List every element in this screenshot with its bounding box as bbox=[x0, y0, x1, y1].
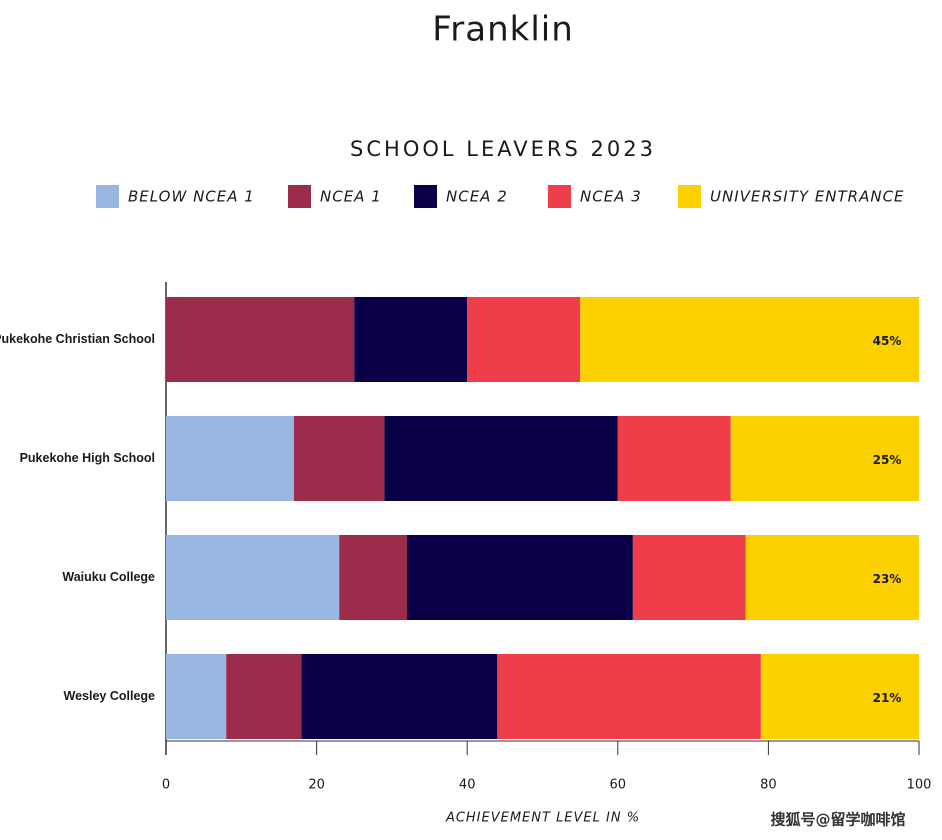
bar-segment bbox=[294, 416, 385, 501]
x-tick-label: 80 bbox=[760, 778, 777, 793]
x-axis-label: ACHIEVEMENT LEVEL IN % bbox=[445, 811, 640, 826]
x-tick-label: 60 bbox=[610, 778, 627, 793]
value-label: 25% bbox=[873, 453, 902, 467]
bar-segment bbox=[354, 297, 468, 382]
legend-label: NCEA 3 bbox=[580, 188, 642, 206]
bar-segment bbox=[166, 416, 295, 501]
value-label: 23% bbox=[873, 572, 902, 586]
legend-swatch bbox=[414, 185, 437, 208]
bar-segment bbox=[497, 654, 761, 739]
legend-swatch bbox=[96, 185, 119, 208]
category-label: Waiuku College bbox=[62, 570, 155, 584]
bar-segment bbox=[632, 535, 746, 620]
value-label: 21% bbox=[873, 691, 902, 705]
bar-segment bbox=[730, 416, 919, 501]
bar-segment bbox=[745, 535, 919, 620]
bar-segment bbox=[301, 654, 498, 739]
category-label: Pukekohe High School bbox=[20, 451, 155, 465]
x-tick-label: 40 bbox=[459, 778, 476, 793]
x-tick-label: 0 bbox=[162, 778, 170, 793]
bar-segment bbox=[166, 654, 227, 739]
x-tick-label: 20 bbox=[308, 778, 325, 793]
bar-segment bbox=[406, 535, 633, 620]
bar-segment bbox=[226, 654, 302, 739]
x-tick-label: 100 bbox=[907, 778, 932, 793]
bar-segment bbox=[760, 654, 919, 739]
watermark: 搜狐号@留学咖啡馆 bbox=[770, 811, 905, 829]
legend-label: NCEA 2 bbox=[446, 188, 508, 206]
legend-swatch bbox=[548, 185, 571, 208]
bar-segment bbox=[580, 297, 919, 382]
legend-label: BELOW NCEA 1 bbox=[128, 188, 255, 206]
bar-segment bbox=[467, 297, 581, 382]
legend-label: NCEA 1 bbox=[320, 188, 382, 206]
chart-subtitle: SCHOOL LEAVERS 2023 bbox=[350, 137, 656, 161]
bar-segment bbox=[166, 297, 355, 382]
bar-segment bbox=[617, 416, 731, 501]
legend-swatch bbox=[678, 185, 701, 208]
category-label: Wesley College bbox=[64, 689, 156, 703]
legend-swatch bbox=[288, 185, 311, 208]
legend-label: UNIVERSITY ENTRANCE bbox=[710, 188, 905, 206]
bar-segment bbox=[384, 416, 618, 501]
bar-segment bbox=[166, 535, 340, 620]
bar-segment bbox=[339, 535, 407, 620]
chart-title: Franklin bbox=[432, 10, 574, 50]
value-label: 45% bbox=[873, 334, 902, 348]
category-label: Pukekohe Christian School bbox=[0, 332, 155, 346]
